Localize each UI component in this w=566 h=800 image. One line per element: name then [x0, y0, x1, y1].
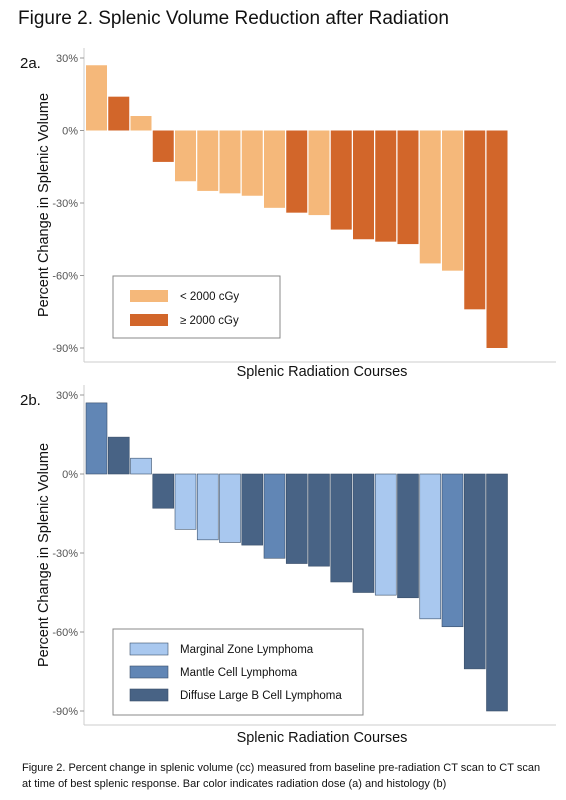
- panel-b-bar-9: [263, 473, 286, 559]
- panel-b-bar-5: [174, 473, 197, 530]
- panel-b-y-tick-label: -90%: [52, 706, 78, 718]
- panel-b-legend-label-2: Mantle Cell Lymphoma: [180, 667, 298, 679]
- panel-b-legend-swatch-3: [129, 688, 169, 702]
- panel-b-bar-4: [152, 473, 175, 509]
- panel-a-bar-10: [286, 130, 308, 213]
- panel-b-x-axis-title: Splenic Radiation Courses: [237, 730, 408, 746]
- panel-a-legend-label-1: < 2000 cGy: [180, 291, 239, 303]
- panel-b-bar-7: [219, 473, 241, 543]
- panel-a-bar-2: [108, 96, 130, 131]
- panel-a-bar-12: [330, 130, 352, 230]
- figure-caption: Figure 2. Percent change in splenic volu…: [22, 762, 541, 790]
- panel-b-bar-19: [486, 473, 508, 712]
- panel-a-legend-swatch-1: [130, 290, 168, 302]
- panel-a-legend-label-2: ≥ 2000 cGy: [180, 315, 239, 327]
- panel-b-legend-label-3: Diffuse Large B Cell Lymphoma: [180, 690, 342, 702]
- panel-b-label: 2b.: [20, 392, 41, 409]
- panel-b-bar-2: [107, 436, 130, 475]
- panel-a-bar-11: [308, 130, 330, 216]
- panel-a-bar-8: [241, 130, 263, 196]
- panel-a-bar-3: [130, 116, 152, 131]
- panel-b-bar-6: [196, 473, 219, 541]
- panel-a-y-tick-label: 0%: [62, 126, 78, 138]
- panel-a-y-axis-title: Percent Change in Splenic Volume: [36, 93, 52, 317]
- panel-a-bar-19: [486, 130, 508, 348]
- panel-b-y-axis-title: Percent Change in Splenic Volume: [36, 443, 52, 667]
- panel-a-y-tick-label: -90%: [52, 343, 78, 355]
- panel-a-legend-swatch-2: [130, 314, 168, 326]
- panel-b-bar-18: [463, 473, 486, 670]
- panel-a-y-tick-label: -30%: [52, 198, 78, 210]
- panel-a-bar-16: [419, 130, 441, 264]
- figure-title: Figure 2. Splenic Volume Reduction after…: [18, 8, 449, 29]
- panel-a-bar-14: [375, 130, 397, 242]
- panel-b-bar-10: [285, 473, 308, 564]
- panel-a-bar-7: [219, 130, 241, 194]
- panel-a-y-tick-label: -60%: [52, 271, 78, 283]
- panel-b-y-tick-label: 30%: [56, 390, 78, 402]
- panel-b-y-tick-label: -30%: [52, 548, 78, 560]
- panel-a-bar-6: [197, 130, 219, 191]
- panel-b-y-tick-label: 0%: [62, 469, 78, 481]
- figure-charts: 2a. 30% 0% -30% -60% -90% Percent Change in Sp…: [20, 48, 556, 746]
- panel-a-legend-box: [112, 275, 281, 339]
- panel-b-legend-swatch-1: [129, 642, 169, 656]
- panel-b-bar-11: [308, 473, 330, 567]
- panel-a-bar-17: [442, 130, 463, 271]
- panel-b-bar-3: [130, 457, 152, 475]
- panel-a-bar-4: [152, 130, 174, 162]
- panel-a-bar-15: [397, 130, 419, 245]
- panel-b-bar-17: [441, 473, 464, 628]
- panel-b-bar-1: [85, 402, 108, 475]
- panel-a-label: 2a.: [20, 55, 41, 72]
- panel-a-x-axis-title: Splenic Radiation Courses: [237, 364, 408, 380]
- panel-b-bar-13: [352, 473, 375, 593]
- panel-b-bar-15: [397, 473, 419, 599]
- panel-b-y-tick-label: -60%: [52, 627, 78, 639]
- panel-b-bar-14: [374, 473, 397, 596]
- panel-a-bar-9: [264, 130, 285, 208]
- panel-a-y-tick-label: 30%: [56, 53, 78, 65]
- panel-a-bar-1: [86, 65, 107, 131]
- panel-b-bar-16: [419, 473, 442, 620]
- panel-b-legend-label-1: Marginal Zone Lymphoma: [180, 644, 314, 656]
- panel-b-legend-swatch-2: [129, 665, 169, 679]
- panel-a-bar-5: [175, 130, 196, 182]
- panel-a-bar-13: [353, 130, 374, 240]
- panel-b-bar-12: [330, 473, 353, 583]
- panel-b-bar-8: [241, 473, 264, 546]
- panel-a-bar-18: [464, 130, 486, 310]
